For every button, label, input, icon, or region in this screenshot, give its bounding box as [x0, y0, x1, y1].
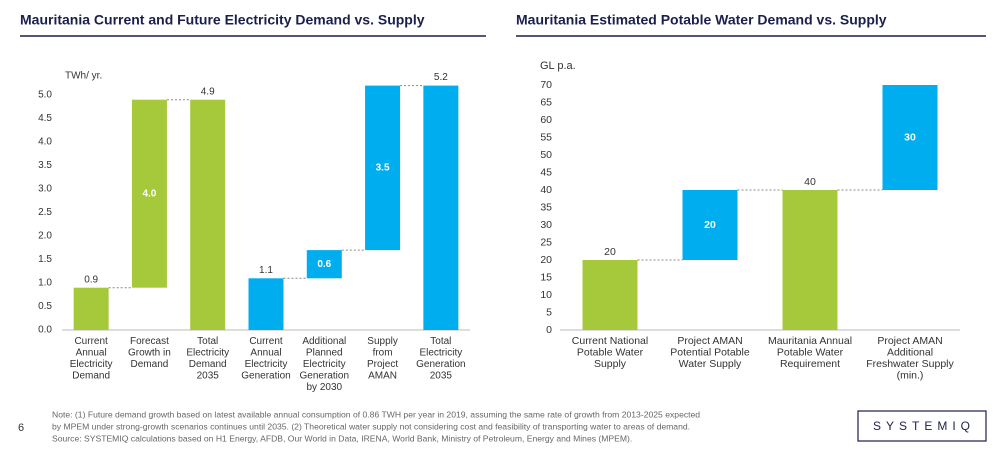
y-tick-label: 0.5: [38, 301, 52, 312]
x-tick-label: Project AMAN Additional Freshwater Supply(…: [866, 335, 954, 382]
bar: [882, 85, 938, 190]
value-label: 20: [604, 246, 616, 258]
x-tick-label: Forecast Growth in Demand: [128, 336, 171, 370]
value-label: 1.1: [259, 265, 273, 276]
x-tick-label: Supply from Project AMAN: [367, 336, 398, 382]
logo: SYSTEMIQ: [873, 419, 975, 433]
value-label: 3.5: [376, 162, 390, 173]
note: Note: (1) Future demand growth based on …: [52, 409, 700, 419]
y-tick-label: 1.0: [38, 278, 52, 289]
bar: [306, 250, 342, 279]
logo-box: [857, 410, 987, 442]
bar: [190, 99, 226, 330]
y-tick-label: 25: [540, 236, 552, 248]
y-tick-label: 55: [540, 131, 552, 143]
bar: [73, 287, 109, 330]
bar: [582, 260, 638, 330]
y-axis-label: TWh/ yr.: [65, 71, 102, 82]
y-tick-label: 3.0: [38, 184, 52, 195]
y-tick-label: 50: [540, 149, 552, 161]
value-label: 5.2: [434, 72, 448, 83]
y-axis-label: GL p.a.: [540, 60, 576, 72]
y-tick-label: 5.0: [38, 90, 52, 101]
y-tick-label: 0.0: [38, 325, 52, 336]
page-number: 6: [18, 422, 24, 434]
y-tick-label: 2.5: [38, 207, 52, 218]
y-tick-label: 3.5: [38, 160, 52, 171]
y-tick-label: 35: [540, 201, 552, 213]
y-tick-label: 1.5: [38, 254, 52, 265]
bar: [423, 85, 459, 330]
note: by MPEM under strong-growth scenarios co…: [52, 421, 690, 431]
y-tick-label: 20: [540, 254, 552, 266]
bar: [782, 190, 838, 330]
value-label: 30: [904, 131, 916, 143]
y-tick-label: 65: [540, 96, 552, 108]
bar: [248, 278, 284, 330]
y-tick-label: 60: [540, 114, 552, 126]
value-label: 20: [704, 219, 716, 231]
x-tick-label: Additional Planned Electricity Generation by…: [300, 336, 349, 393]
note: Source: SYSTEMIQ calculations based on H…: [52, 433, 632, 443]
y-tick-label: 2.0: [38, 231, 52, 242]
value-label: 0.9: [84, 274, 98, 285]
value-label: 4.0: [142, 188, 156, 199]
chart-title: Mauritania Current and Future Electricit…: [20, 12, 425, 28]
bar: [365, 85, 401, 251]
x-tick-label: Current Annual Electricity Demand: [70, 336, 113, 382]
y-tick-label: 0: [546, 324, 552, 336]
chart-title: Mauritania Estimated Potable Water Deman…: [516, 12, 887, 28]
y-tick-label: 30: [540, 219, 552, 231]
bar: [682, 190, 738, 260]
x-tick-label: Current Annual Electricity Generation: [241, 336, 290, 382]
x-tick-label: Mauritania Annual Potable Water Requiremen…: [768, 335, 852, 370]
y-tick-label: 15: [540, 271, 552, 283]
y-tick-label: 4.0: [38, 137, 52, 148]
value-label: 40: [804, 176, 816, 188]
y-tick-label: 70: [540, 79, 552, 91]
y-tick-label: 10: [540, 289, 552, 301]
y-tick-label: 4.5: [38, 113, 52, 124]
y-tick-label: 5: [546, 306, 552, 318]
x-tick-label: Total Electricity Demand 2035: [186, 336, 229, 382]
value-label: 4.9: [201, 86, 215, 97]
bar: [131, 99, 167, 288]
y-tick-label: 45: [540, 166, 552, 178]
x-tick-label: Current National Potable Water Supply: [572, 335, 648, 370]
x-tick-label: Project AMAN Potential Potable Water Suppl…: [670, 335, 750, 370]
x-tick-label: Total Electricity Generation 2035: [416, 336, 465, 382]
y-tick-label: 40: [540, 184, 552, 196]
value-label: 0.6: [317, 259, 331, 270]
